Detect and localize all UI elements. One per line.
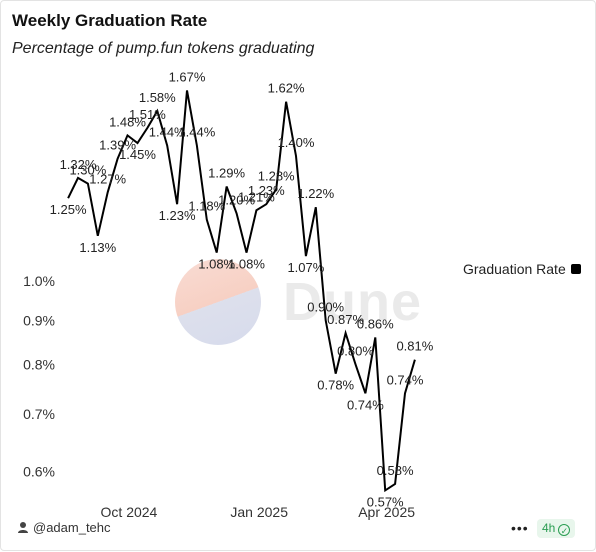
series-graduation-rate [66,88,417,493]
data-label: 1.40% [278,135,315,150]
data-point[interactable] [294,154,298,158]
data-label: 1.13% [79,240,116,255]
data-point[interactable] [96,234,100,238]
data-label: 1.28% [258,168,295,183]
data-label: 1.48% [109,114,146,129]
data-label: 1.39% [99,138,136,153]
legend-label: Graduation Rate [463,261,566,278]
data-label: 1.23% [248,183,285,198]
data-label: 0.90% [307,299,344,314]
data-point[interactable] [195,144,199,148]
data-labels: 1.25% 1.32%1.30% 1.13% 1.27% 1.39% 1.48% 1.45%… [50,69,434,509]
data-point[interactable] [304,254,308,258]
data-label: 1.08% [198,257,235,272]
more-options-button[interactable]: ••• [511,520,529,536]
data-label: 0.86% [357,316,394,331]
check-circle-icon: ✓ [558,524,571,536]
data-label: 0.78% [317,378,354,393]
data-label: 0.80% [337,343,374,358]
data-label: 1.44% [149,125,186,140]
data-label: 1.21% [238,189,275,204]
data-point[interactable] [165,144,169,148]
data-point[interactable] [334,372,338,376]
data-point[interactable] [245,251,249,255]
data-label: 1.45% [119,147,156,162]
data-point[interactable] [235,211,239,215]
data-label: 1.08% [228,257,265,272]
data-label: 1.32% [60,157,97,172]
author[interactable]: @adam_tehc [17,520,111,535]
data-point[interactable] [106,190,110,194]
chart-subtitle: Percentage of pump.fun tokens graduating [12,40,315,57]
refresh-age: 4h [542,521,556,535]
y-axis: 0.6% 0.7% 0.8% 0.9% 1.0% [23,273,55,479]
data-point[interactable] [225,185,229,189]
data-point[interactable] [215,251,219,255]
y-tick-label: 0.9% [23,312,55,328]
data-point[interactable] [403,391,407,395]
legend[interactable]: Graduation Rate [463,260,581,277]
x-tick-label: Jan 2025 [230,504,288,520]
data-point[interactable] [66,196,70,200]
x-tick-label: Oct 2024 [101,504,158,520]
data-label: 0.87% [327,312,364,327]
x-axis: Oct 2024 Jan 2025 Apr 2025 [101,504,416,520]
data-point[interactable] [354,362,358,366]
data-label: 1.18% [188,199,225,214]
data-label: 1.67% [169,69,206,84]
data-point[interactable] [373,335,377,339]
data-point[interactable] [344,331,348,335]
series-line [67,90,416,493]
data-label: 0.74% [347,397,384,412]
x-tick-label: Apr 2025 [358,504,415,520]
data-label: 1.29% [208,166,245,181]
data-label: 1.25% [50,202,87,217]
data-point[interactable] [363,391,367,395]
data-label: 1.58% [139,90,176,105]
data-label: 1.07% [287,260,324,275]
data-label: 1.44% [178,125,215,140]
y-tick-label: 0.6% [23,463,55,479]
data-point[interactable] [205,218,209,222]
data-label: 0.74% [387,372,424,387]
y-tick-label: 0.7% [23,406,55,422]
refresh-status-badge[interactable]: 4h ✓ [537,519,576,538]
data-point[interactable] [314,205,318,209]
data-label: 1.20% [218,192,255,207]
data-label: 1.23% [159,208,196,223]
data-label: 1.62% [268,81,305,96]
y-tick-label: 0.8% [23,356,55,372]
data-point[interactable] [175,202,179,206]
data-label: 0.57% [367,494,404,509]
user-avatar-icon [18,522,28,533]
author-handle: @adam_tehc [33,520,111,535]
data-label: 1.51% [129,107,166,122]
data-label: 1.27% [89,171,126,186]
chart-title: Weekly Graduation Rate [12,11,208,30]
legend-swatch-icon [571,264,581,275]
data-point[interactable] [383,488,387,492]
data-point[interactable] [284,100,288,104]
data-point[interactable] [185,88,189,92]
data-point[interactable] [413,358,417,362]
data-point[interactable] [393,482,397,486]
data-label: 1.30% [69,163,106,178]
data-label: 1.22% [297,186,334,201]
data-label: 0.81% [396,339,433,354]
data-point[interactable] [254,208,258,212]
y-tick-label: 1.0% [23,273,55,289]
data-label: 0.58% [377,463,414,478]
data-point[interactable] [136,141,140,145]
